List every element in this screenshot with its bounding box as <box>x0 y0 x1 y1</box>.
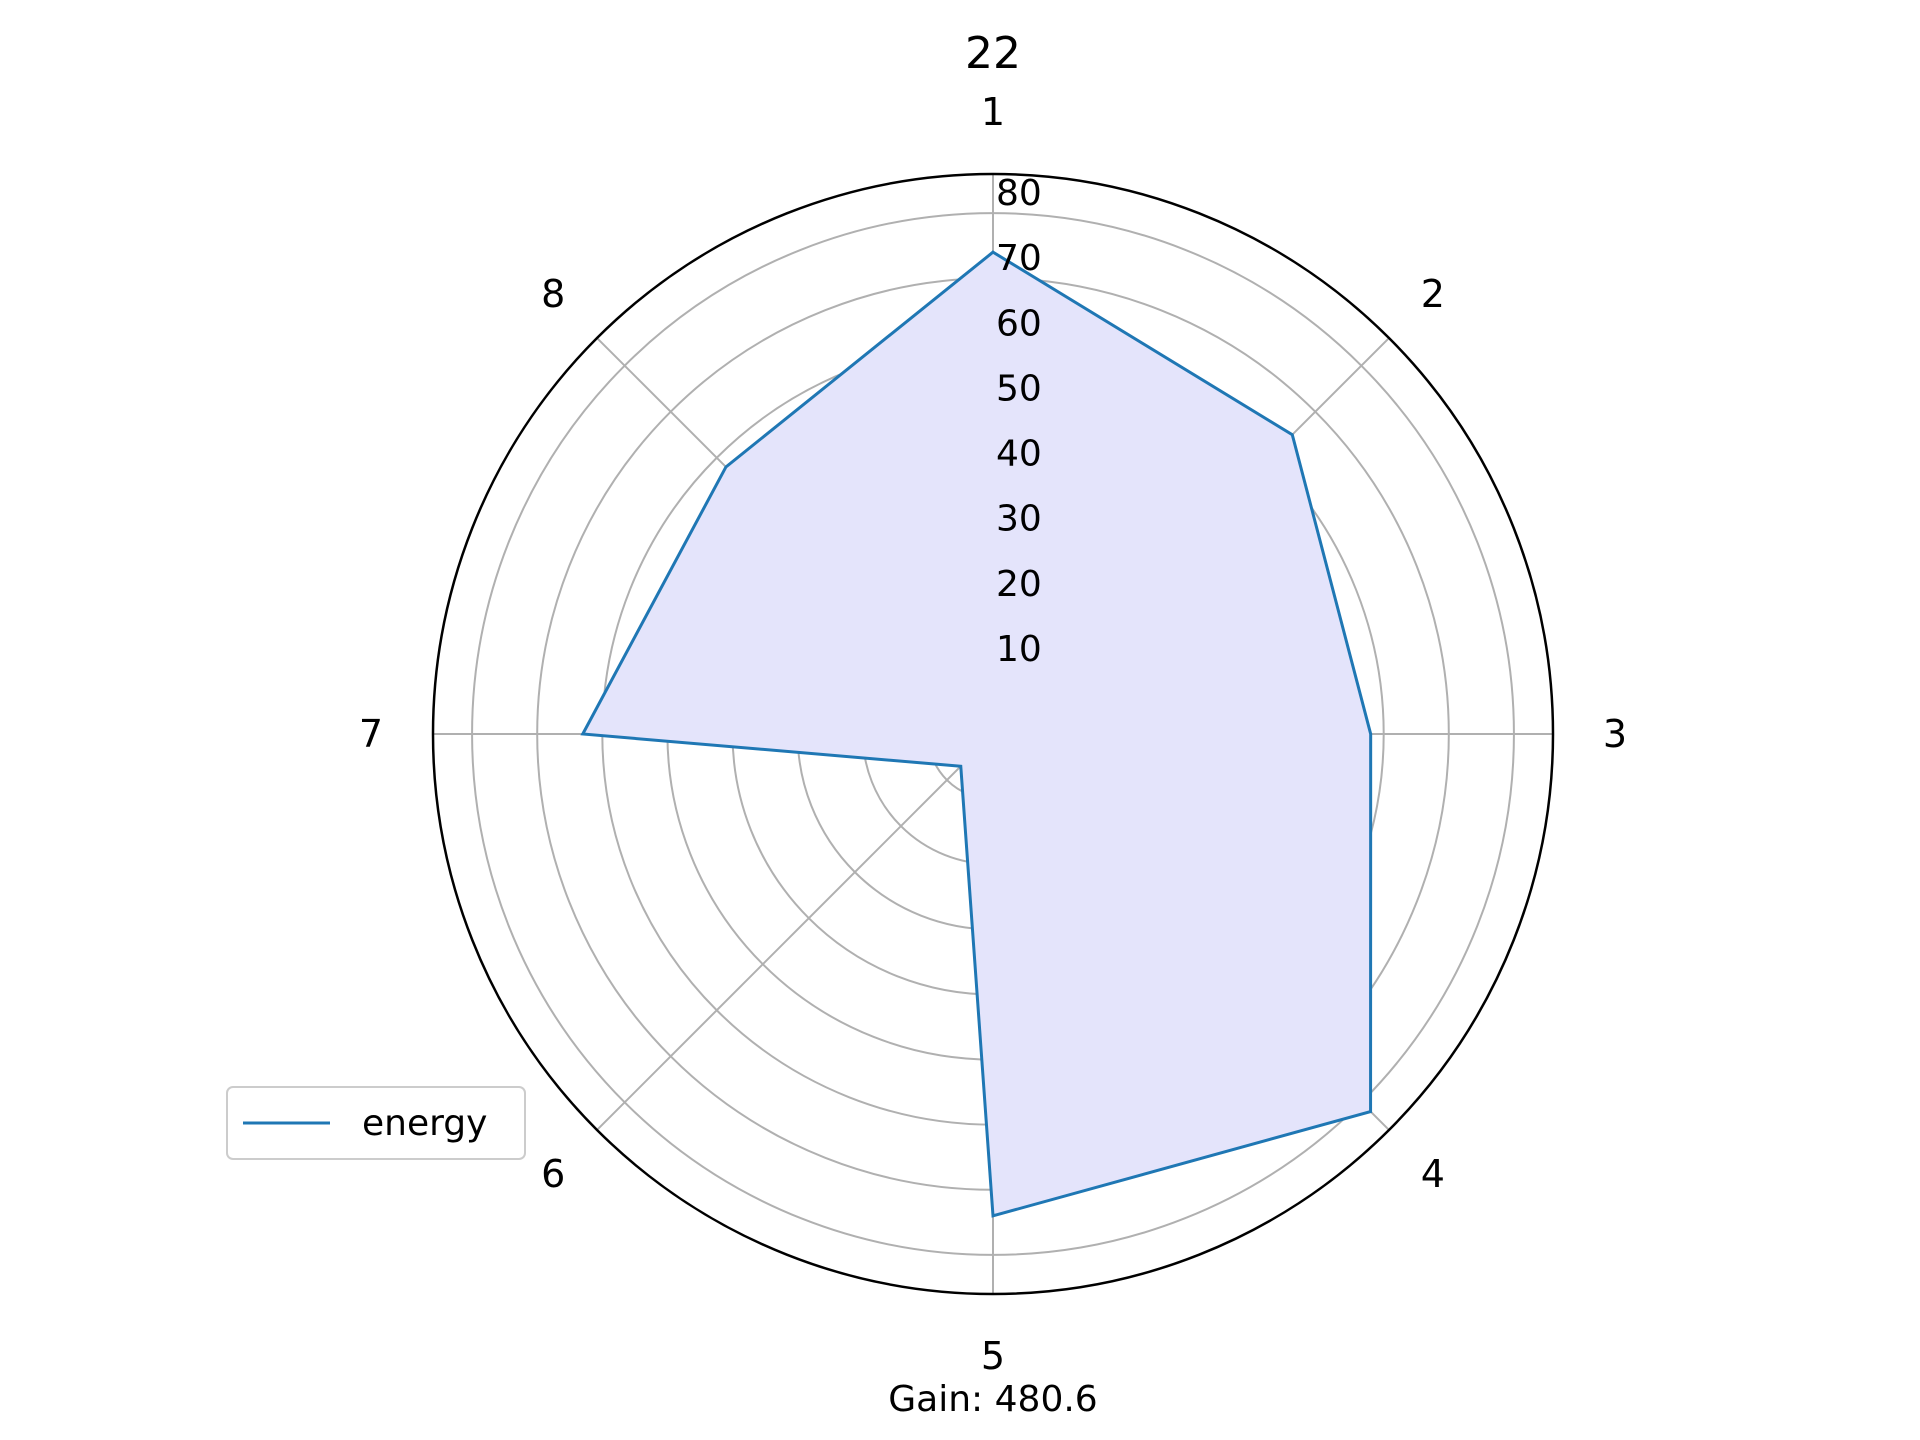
category-label-8: 8 <box>541 272 565 316</box>
series-line-energy <box>580 250 1373 1218</box>
radial-tick-label-30: 30 <box>996 499 1042 540</box>
chart-title: 22 <box>965 28 1021 79</box>
radial-tick-label-40: 40 <box>996 434 1042 475</box>
gain-footer: Gain: 480.6 <box>888 1379 1097 1420</box>
legend-label-energy: energy <box>362 1103 487 1144</box>
legend-box <box>226 1086 526 1160</box>
radial-tick-label-10: 10 <box>996 629 1042 670</box>
spoke-6 <box>596 733 994 1131</box>
label-layer: 10 20 30 40 50 60 70 80 1 2 3 4 5 6 7 8 <box>359 90 1627 1378</box>
radial-tick-label-50: 50 <box>996 368 1042 409</box>
series-fill-energy <box>582 252 1371 1216</box>
outer-spine <box>431 172 1555 1296</box>
category-label-6: 6 <box>541 1152 565 1196</box>
category-label-7: 7 <box>359 712 383 756</box>
radial-tick-label-60: 60 <box>996 303 1042 344</box>
category-label-4: 4 <box>1421 1152 1445 1196</box>
category-label-1: 1 <box>981 90 1005 134</box>
legend: energy <box>226 1086 526 1160</box>
radial-tick-label-70: 70 <box>996 238 1042 279</box>
radial-tick-label-80: 80 <box>996 173 1042 214</box>
radial-tick-label-20: 20 <box>996 564 1042 605</box>
category-label-2: 2 <box>1421 272 1445 316</box>
category-label-5: 5 <box>981 1334 1005 1378</box>
category-label-3: 3 <box>1603 712 1627 756</box>
data-layer <box>580 250 1373 1218</box>
